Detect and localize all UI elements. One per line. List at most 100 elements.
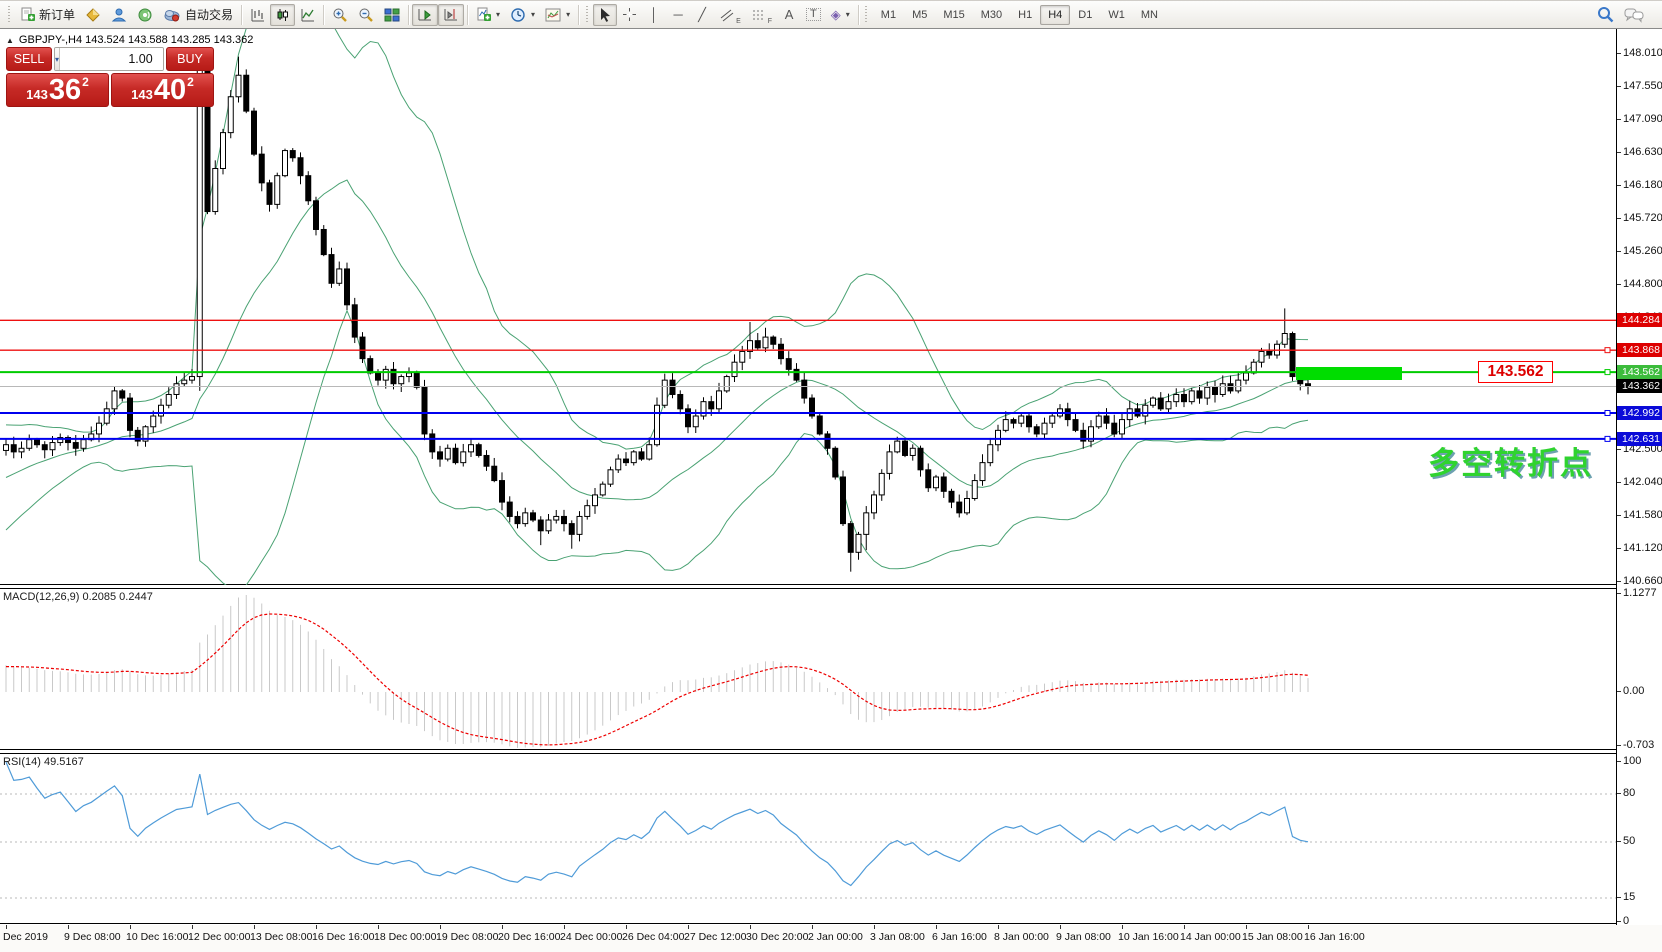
candle	[173, 383, 180, 395]
time-axis[interactable]: Dec 2019 9 Dec 08:00 10 Dec 16:00 12 Dec 00…	[0, 925, 1662, 952]
candle	[282, 150, 288, 177]
timeframe-m30[interactable]: M30	[980, 8, 1003, 21]
timeframe-d1[interactable]: D1	[1078, 8, 1093, 21]
rsi-canvas[interactable]	[0, 754, 1616, 923]
macd-canvas[interactable]	[0, 589, 1616, 749]
auto-scroll-icon	[418, 9, 432, 21]
autotrading-button[interactable]: 自动交易	[158, 4, 238, 26]
arrows-tool-button[interactable]: ◈ ▾	[826, 4, 855, 26]
candle	[909, 447, 916, 456]
candle	[1204, 386, 1211, 399]
candle	[1072, 419, 1079, 431]
candle	[49, 442, 56, 451]
sell-button[interactable]: SELL	[6, 47, 52, 71]
highlight-rectangle[interactable]	[1296, 367, 1402, 380]
candle	[917, 447, 924, 471]
vertical-line-tool-button[interactable]: │	[642, 4, 666, 26]
community-button[interactable]	[106, 4, 132, 26]
candlestick-type-button[interactable]	[270, 3, 296, 26]
collapse-arrow-icon[interactable]: ▲	[6, 35, 14, 45]
volume-input[interactable]	[60, 48, 163, 70]
macd-axis-bottom: -0.703	[1616, 739, 1655, 751]
tile-windows-icon	[384, 8, 400, 21]
candle	[677, 393, 684, 410]
line-handle[interactable]	[1604, 347, 1611, 354]
tile-windows-button[interactable]	[379, 4, 405, 26]
new-order-button[interactable]: 新订单	[15, 4, 80, 26]
time-label: 9 Jan 08:00	[1056, 931, 1111, 943]
fibonacci-sub-label: F	[767, 17, 773, 25]
market-button[interactable]	[80, 4, 106, 26]
auto-scroll-button[interactable]	[412, 3, 439, 26]
cursor-tool-button[interactable]	[593, 3, 618, 26]
candle	[723, 376, 730, 392]
candle	[948, 490, 955, 503]
timeframe-h4[interactable]: H4	[1040, 4, 1071, 25]
sell-price[interactable]: 143 36 2	[6, 73, 109, 107]
timeframe-w1[interactable]: W1	[1108, 8, 1125, 21]
candle	[1142, 404, 1149, 417]
timeframe-mn[interactable]: MN	[1140, 8, 1158, 21]
zoom-out-button[interactable]	[353, 4, 379, 26]
fibonacci-tool-button[interactable]: F	[746, 4, 777, 26]
search-icon[interactable]	[1597, 6, 1614, 23]
volume-decrease-button[interactable]: ▾	[55, 48, 61, 70]
horizontal-line-tool-button[interactable]: ─	[666, 4, 690, 26]
turning-point-note[interactable]: 多空转折点	[1428, 446, 1593, 481]
time-tick	[1122, 925, 1123, 929]
candle	[584, 505, 591, 517]
candle	[111, 390, 118, 410]
candle	[716, 390, 722, 410]
candle	[189, 376, 195, 381]
candle	[220, 132, 226, 170]
indicators-button[interactable]: ▾	[471, 4, 505, 26]
candle	[72, 442, 79, 449]
line-chart-type-button[interactable]	[295, 4, 320, 26]
candle	[832, 447, 839, 478]
candle	[840, 476, 846, 525]
dropdown-arrow-icon: ▾	[566, 10, 571, 19]
buy-price[interactable]: 143 40 2	[111, 73, 214, 107]
chat-icon[interactable]	[1624, 7, 1644, 23]
line-handle[interactable]	[1604, 409, 1611, 416]
time-tick	[936, 925, 937, 929]
clock-icon	[511, 7, 525, 22]
buy-button[interactable]: BUY	[166, 47, 214, 71]
toolbar-grip[interactable]	[584, 5, 590, 24]
candle	[615, 458, 622, 471]
periods-button[interactable]: ▾	[505, 4, 540, 26]
candle	[1243, 372, 1249, 381]
zoom-in-button[interactable]	[327, 4, 353, 26]
candle	[1041, 422, 1048, 435]
channel-tool-button[interactable]: E	[714, 4, 746, 26]
time-label: 2 Jan 00:00	[808, 931, 863, 943]
timeframe-m1[interactable]: M1	[880, 8, 897, 21]
news-button[interactable]	[132, 4, 158, 26]
candle	[18, 447, 25, 453]
candle	[661, 379, 668, 406]
candle	[452, 447, 459, 464]
price-axis[interactable]: 1.1277 0.00 -0.703 148.010 147.550 147.090…	[1616, 29, 1662, 927]
equidistant-channel-icon	[720, 9, 734, 21]
line-handle[interactable]	[1604, 435, 1611, 442]
trendline-tool-button[interactable]: ╱	[690, 4, 714, 26]
chart-shift-button[interactable]	[438, 3, 465, 26]
templates-button[interactable]: ▾	[540, 4, 575, 26]
candle	[406, 372, 412, 378]
price-annotation-box[interactable]: 143.562	[1478, 361, 1553, 383]
timeframe-h1[interactable]: H1	[1018, 8, 1033, 21]
toolbar-grip[interactable]	[863, 5, 869, 24]
price-chart-canvas[interactable]	[0, 29, 1616, 585]
candle	[940, 476, 947, 492]
candles	[3, 52, 1311, 572]
autotrade-cloud-icon	[164, 10, 180, 22]
toolbar-grip[interactable]	[6, 5, 11, 24]
line-handle[interactable]	[1604, 369, 1611, 376]
text-tool-button[interactable]: A	[777, 4, 801, 26]
crosshair-tool-button[interactable]	[617, 4, 642, 26]
label-tool-button[interactable]: T	[801, 4, 826, 26]
timeframe-m5[interactable]: M5	[912, 8, 928, 21]
time-tick	[68, 925, 69, 929]
bar-chart-type-button[interactable]	[245, 4, 270, 26]
timeframe-m15[interactable]: M15	[943, 8, 965, 21]
